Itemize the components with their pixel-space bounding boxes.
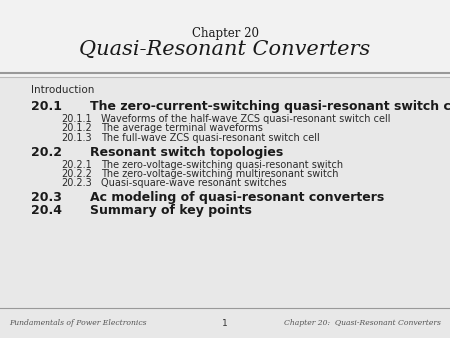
Text: Chapter 20: Chapter 20 [192,27,258,40]
Text: 20.1.1: 20.1.1 [61,114,91,124]
Text: 20.4: 20.4 [32,204,63,217]
Text: Quasi-square-wave resonant switches: Quasi-square-wave resonant switches [101,178,287,188]
Text: Summary of key points: Summary of key points [90,204,252,217]
Text: Chapter 20:  Quasi-Resonant Converters: Chapter 20: Quasi-Resonant Converters [284,319,441,327]
Text: 20.2.2: 20.2.2 [61,169,92,179]
Text: 20.1: 20.1 [32,100,63,113]
Text: The zero-voltage-switching multiresonant switch: The zero-voltage-switching multiresonant… [101,169,339,179]
Text: The zero-voltage-switching quasi-resonant switch: The zero-voltage-switching quasi-resonan… [101,160,343,170]
Text: 20.2: 20.2 [32,146,63,159]
Text: Waveforms of the half-wave ZCS quasi-resonant switch cell: Waveforms of the half-wave ZCS quasi-res… [101,114,391,124]
Text: Introduction: Introduction [32,84,95,95]
Text: 20.1.2: 20.1.2 [61,123,91,134]
Text: 1: 1 [222,319,228,328]
Text: The average terminal waveforms: The average terminal waveforms [101,123,263,134]
Text: 20.3: 20.3 [32,191,63,204]
Text: 20.2.1: 20.2.1 [61,160,91,170]
Text: 20.1.3: 20.1.3 [61,132,91,143]
Text: Resonant switch topologies: Resonant switch topologies [90,146,283,159]
Text: 20.2.3: 20.2.3 [61,178,91,188]
Text: Fundamentals of Power Electronics: Fundamentals of Power Electronics [9,319,147,327]
Text: Ac modeling of quasi-resonant converters: Ac modeling of quasi-resonant converters [90,191,384,204]
Text: The zero-current-switching quasi-resonant switch cell: The zero-current-switching quasi-resonan… [90,100,450,113]
Bar [0,0,450,77]
Text: Quasi-Resonant Converters: Quasi-Resonant Converters [79,40,371,58]
Text: The full-wave ZCS quasi-resonant switch cell: The full-wave ZCS quasi-resonant switch … [101,132,320,143]
